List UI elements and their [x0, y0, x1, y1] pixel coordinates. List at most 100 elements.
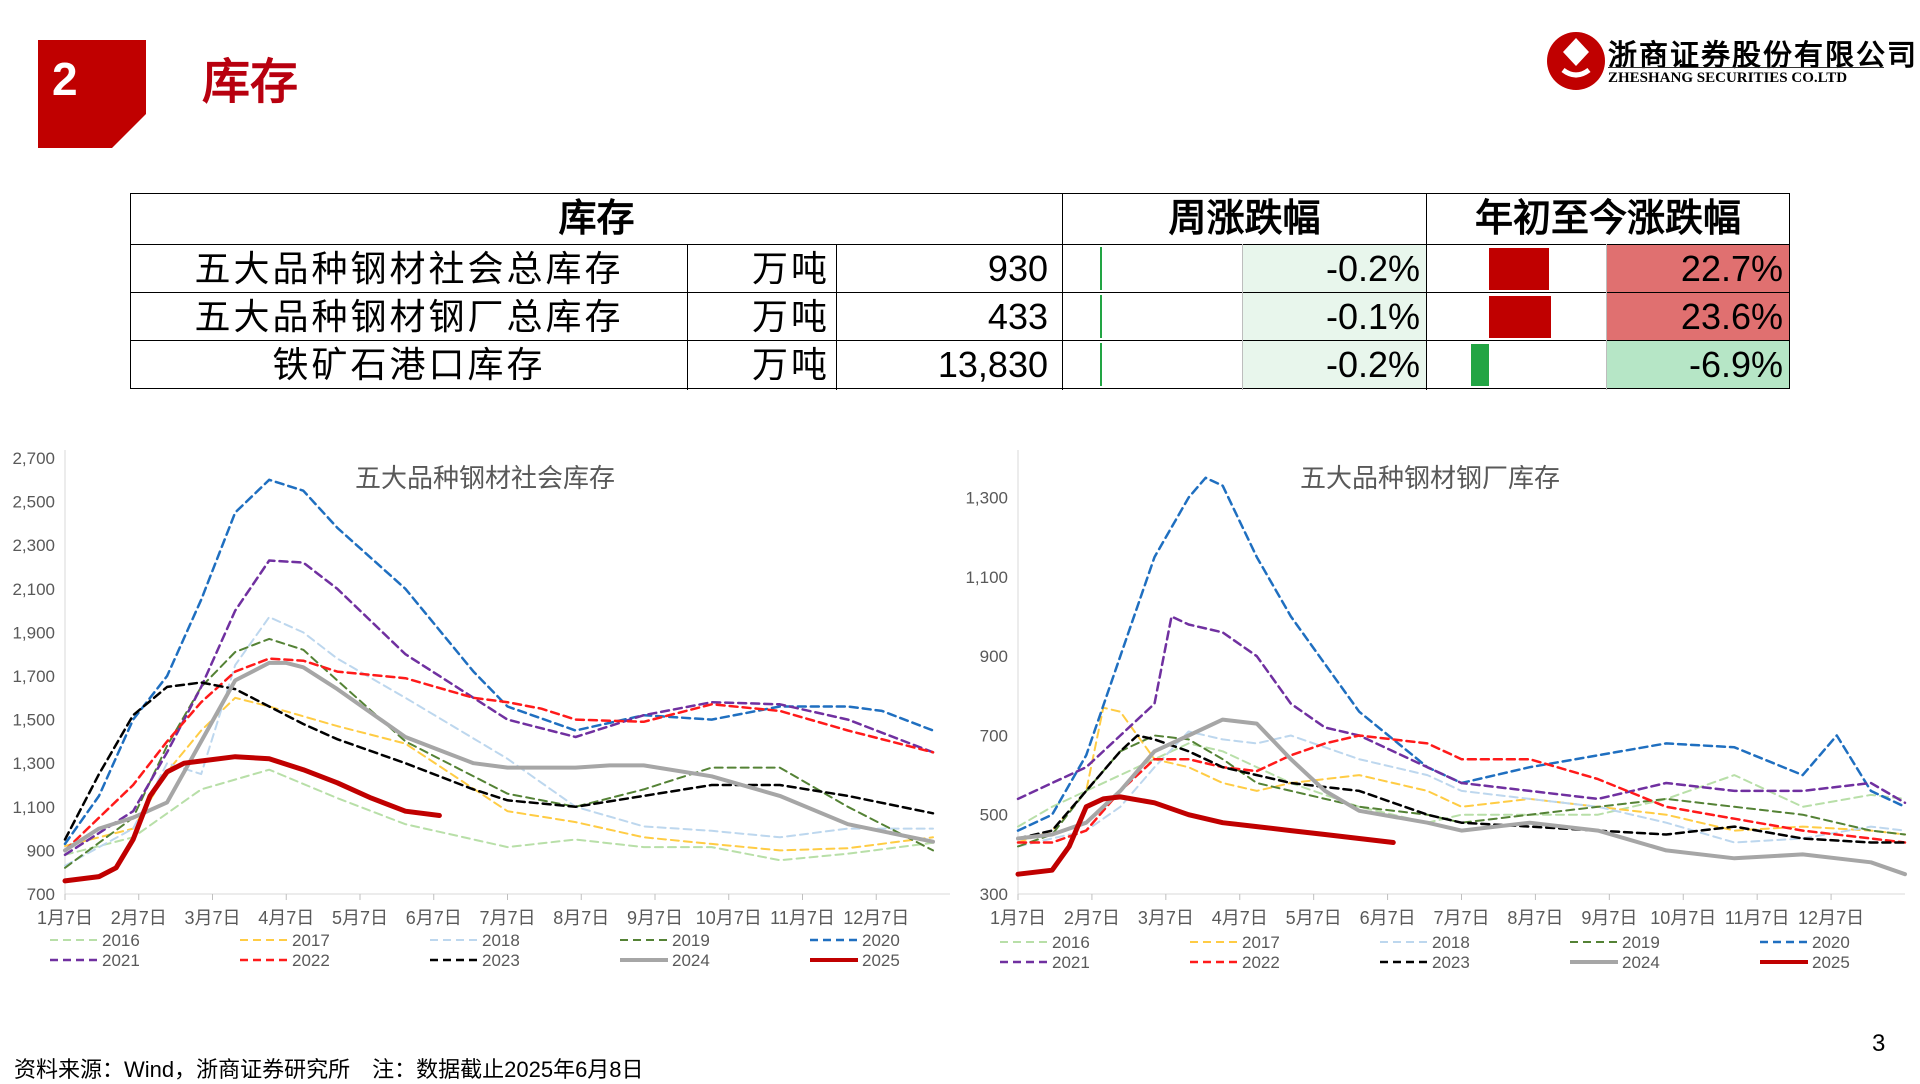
series-line-2022 [63, 657, 935, 852]
chart-title: 五大品种钢材钢厂库存 [1300, 463, 1560, 493]
section-badge [38, 40, 146, 148]
x-tick-label: 1月7日 [990, 908, 1046, 928]
series-line-2019 [1017, 734, 1906, 848]
x-tick-label: 12月7日 [1798, 908, 1864, 928]
logo-company-name-cn: 浙商证券股份有限公司 [1608, 40, 1919, 72]
y-tick-label: 1,100 [12, 798, 55, 817]
series-line-2016 [1017, 742, 1906, 828]
y-tick-label: 900 [27, 841, 55, 860]
legend-label-2017: 2017 [292, 931, 330, 950]
series-line-2023 [1016, 734, 1907, 844]
x-tick-label: 6月7日 [1360, 908, 1416, 928]
legend-label-2018: 2018 [482, 931, 520, 950]
row-weekly-change: -0.1% [1325, 296, 1420, 337]
weekly-change-bar [1100, 343, 1102, 386]
mill-inventory-chart: 五大品种钢材钢厂库存 300 500 700 900 1,100 1,300 1月7日 2月7日… [965, 450, 1907, 972]
ytd-change-fill [1607, 341, 1789, 388]
source-note: 资料来源：Wind，浙商证券研究所 注：数据截止2025年6月8日 [14, 1057, 644, 1082]
x-tick-label: 7月7日 [1433, 908, 1489, 928]
x-tick-label: 7月7日 [479, 908, 535, 928]
y-tick-label: 1,100 [965, 568, 1008, 587]
table-header-ytd-change: 年初至今涨跌幅 [1474, 198, 1741, 240]
weekly-change-fill [1243, 245, 1426, 292]
y-tick-label: 1,300 [12, 754, 55, 773]
series-line-2024 [1016, 717, 1907, 877]
x-tick-label: 11月7日 [770, 908, 835, 928]
y-tick-label: 1,500 [12, 711, 55, 730]
legend-label-2023: 2023 [482, 951, 520, 970]
x-tick-label: 2月7日 [111, 908, 167, 928]
y-tick-label: 1,300 [965, 489, 1008, 508]
table-header-inventory: 库存 [558, 198, 635, 240]
y-tick-label: 1,700 [12, 667, 55, 686]
row-weekly-change: -0.2% [1325, 344, 1420, 385]
legend-label-2022: 2022 [1242, 953, 1280, 972]
row-name: 铁矿石港口库存 [272, 344, 546, 385]
x-tick-label: 12月7日 [843, 908, 909, 928]
series-line-2021 [1016, 615, 1907, 805]
legend-label-2025: 2025 [1812, 953, 1850, 972]
legend-label-2021: 2021 [1052, 953, 1090, 972]
row-value: 13,830 [937, 344, 1048, 385]
series-line-2023 [63, 681, 935, 841]
ytd-change-bar [1470, 344, 1489, 386]
legend-label-2020: 2020 [862, 931, 900, 950]
series-line-2025 [62, 754, 442, 884]
series-line-2018 [64, 616, 934, 867]
x-tick-label: 4月7日 [258, 908, 314, 928]
series-line-2025 [1015, 794, 1396, 877]
series-line-2020 [1016, 476, 1907, 832]
row-unit: 万吨 [751, 296, 830, 337]
series-line-2021 [63, 559, 935, 857]
x-tick-label: 9月7日 [1581, 908, 1637, 928]
x-tick-label: 4月7日 [1212, 908, 1268, 928]
series-line-2020 [63, 478, 935, 846]
section-number: 2 [52, 53, 78, 105]
table-header-weekly-change: 周涨跌幅 [1168, 198, 1321, 240]
legend-label-2023: 2023 [1432, 953, 1470, 972]
row-unit: 万吨 [751, 344, 830, 385]
row-value: 930 [987, 248, 1048, 289]
row-weekly-change: -0.2% [1325, 248, 1420, 289]
ytd-change-bar [1489, 296, 1551, 338]
x-tick-label: 9月7日 [627, 908, 683, 928]
social-inventory-chart: 五大品种钢材社会库存 700 900 1,100 1,300 1,500 1,700 1,90… [12, 449, 950, 970]
series-line-2018 [1017, 730, 1906, 848]
y-tick-label: 2,700 [12, 449, 55, 468]
ytd-change-bar [1489, 248, 1549, 290]
y-tick-label: 2,500 [12, 493, 55, 512]
inventory-table: 库存 周涨跌幅 年初至今涨跌幅 五大品种钢材社会总库存 万吨 930 -0.2% 22.… [130, 193, 1790, 390]
x-tick-label: 5月7日 [1286, 908, 1342, 928]
ytd-change-fill [1607, 293, 1789, 340]
row-value: 433 [987, 296, 1048, 337]
y-tick-label: 500 [980, 806, 1008, 825]
legend-label-2017: 2017 [1242, 933, 1280, 952]
row-name: 五大品种钢材钢厂总库存 [194, 296, 624, 337]
y-tick-label: 2,100 [12, 580, 55, 599]
series-line-2017 [64, 696, 934, 852]
page-title: 库存 [202, 56, 299, 109]
legend-label-2024: 2024 [1622, 953, 1660, 972]
x-tick-label: 10月7日 [1650, 908, 1716, 928]
legend-label-2024: 2024 [672, 951, 710, 970]
x-tick-label: 2月7日 [1064, 908, 1120, 928]
x-tick-label: 8月7日 [553, 908, 609, 928]
weekly-change-bar [1100, 247, 1102, 290]
y-tick-label: 300 [980, 885, 1008, 904]
chart-title: 五大品种钢材社会库存 [355, 463, 615, 493]
y-tick-label: 900 [980, 647, 1008, 666]
y-tick-label: 2,300 [12, 536, 55, 555]
y-tick-label: 700 [980, 726, 1008, 745]
x-tick-label: 10月7日 [696, 908, 762, 928]
legend-label-2019: 2019 [672, 931, 710, 950]
x-tick-label: 5月7日 [332, 908, 388, 928]
row-ytd-change: 22.7% [1680, 248, 1783, 289]
legend-label-2021: 2021 [102, 951, 140, 970]
legend-label-2018: 2018 [1432, 933, 1470, 952]
series-line-2022 [1016, 734, 1907, 844]
weekly-change-bar [1100, 295, 1102, 338]
weekly-change-fill [1243, 293, 1426, 340]
x-tick-label: 3月7日 [1138, 908, 1194, 928]
legend-label-2019: 2019 [1622, 933, 1660, 952]
logo-divider [1608, 67, 1884, 68]
